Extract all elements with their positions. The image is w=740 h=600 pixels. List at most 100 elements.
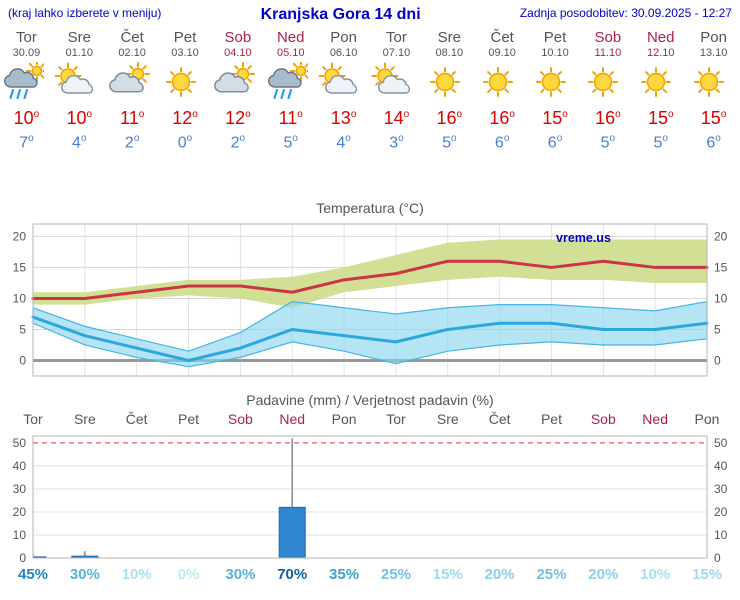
day-column[interactable]: Čet 02.10 11o 2o xyxy=(106,29,159,152)
weather-icon-sunny xyxy=(423,62,476,107)
precip-probability: 15% xyxy=(432,566,463,584)
day-date: 13.10 xyxy=(699,47,728,59)
y-tick-label: 40 xyxy=(13,459,27,473)
y-tick-label: 10 xyxy=(714,292,728,306)
y-tick-label: 40 xyxy=(714,459,728,473)
high-temp: 12o xyxy=(172,108,198,128)
day-column[interactable]: Pon 13.10 15o 6o xyxy=(687,29,740,152)
day-column[interactable]: Pon 06.10 13o 4o xyxy=(317,29,370,152)
day-date: 03.10 xyxy=(171,47,199,59)
weather-icon-sunny xyxy=(581,62,634,107)
max-temp-line xyxy=(31,260,709,301)
day-date: 10.10 xyxy=(541,47,569,59)
weather-icon-partly xyxy=(53,62,106,107)
precip-day-label: Pet xyxy=(540,411,562,428)
weather-icon-rain xyxy=(0,62,53,107)
menu-hint[interactable]: (kraj lahko izberete v meniju) xyxy=(8,6,162,20)
precip-chart-title: Padavine (mm) / Verjetnost padavin (%) xyxy=(246,392,494,409)
high-temp: 14o xyxy=(383,108,410,128)
precip-probability: 25% xyxy=(536,566,567,584)
low-temp: 5o xyxy=(653,133,668,152)
precip-day-label: Tor xyxy=(23,411,43,428)
weather-icon-partly xyxy=(317,62,370,107)
y-tick-label: 30 xyxy=(13,482,27,496)
precip-probability: 10% xyxy=(640,566,671,584)
day-column[interactable]: Pet 03.10 12o 0o xyxy=(159,29,212,152)
y-tick-label: 0 xyxy=(19,551,26,564)
day-column[interactable]: Sre 08.10 16o 5o xyxy=(423,29,476,152)
day-column[interactable]: Tor 07.10 14o 3o xyxy=(370,29,423,152)
y-tick-label: 10 xyxy=(13,528,27,542)
day-name: Ned xyxy=(276,29,305,46)
precip-day-label: Čet xyxy=(488,411,511,428)
day-date: 30.09 xyxy=(12,47,41,59)
day-column[interactable]: Čet 09.10 16o 6o xyxy=(476,29,529,152)
day-name: Pet xyxy=(543,29,567,46)
weather-icon-sunny xyxy=(529,62,582,107)
low-temp: 5o xyxy=(442,133,457,152)
day-name: Pon xyxy=(700,29,727,46)
day-date: 08.10 xyxy=(435,47,464,59)
day-column[interactable]: Sob 04.10 12o 2o xyxy=(211,29,264,152)
weather-icon-cloudy xyxy=(211,62,264,107)
low-temp: 2o xyxy=(124,133,140,152)
max-temp-range-band xyxy=(33,239,707,309)
precip-probability: 15% xyxy=(691,566,723,584)
y-tick-label: 15 xyxy=(714,261,728,275)
precip-probability: 30% xyxy=(225,566,256,584)
page-title: Kranjska Gora 14 dni xyxy=(260,6,421,23)
high-temp: 10o xyxy=(13,108,40,128)
high-temp: 15o xyxy=(700,108,727,128)
weather-icon-sunny xyxy=(634,62,687,107)
y-tick-label: 15 xyxy=(13,261,27,275)
y-tick-label: 20 xyxy=(714,230,728,244)
day-name: Pet xyxy=(173,29,197,46)
weather-icon-sunny xyxy=(476,62,529,107)
low-temp: 0o xyxy=(177,133,193,152)
day-date: 11.10 xyxy=(594,47,622,59)
weather-icon-sunny xyxy=(687,62,740,107)
y-tick-label: 0 xyxy=(19,354,26,368)
day-name: Čet xyxy=(490,29,514,46)
precip-probability: 45% xyxy=(17,566,49,584)
high-temp: 15o xyxy=(542,108,568,128)
y-tick-label: 20 xyxy=(13,230,27,244)
y-tick-label: 5 xyxy=(19,323,26,337)
day-column[interactable]: Sre 01.10 10o 4o xyxy=(53,29,106,152)
low-temp: 6o xyxy=(706,133,721,152)
day-column[interactable]: Ned 05.10 11o 5o xyxy=(264,29,317,152)
weather-icon-partly xyxy=(370,62,423,107)
precip-probability: 35% xyxy=(329,566,360,584)
precip-probability: 70% xyxy=(277,566,308,584)
high-temp: 12o xyxy=(225,108,251,128)
day-column[interactable]: Pet 10.10 15o 6o xyxy=(529,29,582,152)
last-updated: Zadnja posodobitev: 30.09.2025 - 12:27 xyxy=(519,6,732,20)
day-date: 07.10 xyxy=(382,47,411,59)
y-tick-label: 0 xyxy=(714,551,721,564)
day-date: 06.10 xyxy=(329,47,358,59)
temperature-section: Temperatura (°C) 0 0 5 5 10 10 15 15 20 20 vreme.u… xyxy=(0,200,740,384)
precip-day-label: Čet xyxy=(125,411,148,428)
precip-day-label: Ned xyxy=(279,411,306,428)
precip-probability: 0% xyxy=(177,566,200,584)
day-name: Sre xyxy=(67,29,91,46)
day-name: Ned xyxy=(646,29,675,46)
day-name: Sre xyxy=(437,29,461,46)
precip-probability: 10% xyxy=(121,566,152,584)
low-temp: 5o xyxy=(283,133,298,152)
y-tick-label: 20 xyxy=(13,505,27,519)
day-column[interactable]: Ned 12.10 15o 5o xyxy=(634,29,687,152)
day-date: 01.10 xyxy=(65,47,94,59)
day-name: Sob xyxy=(224,29,252,46)
low-temp: 4o xyxy=(72,133,87,152)
temperature-chart-title: Temperatura (°C) xyxy=(316,200,424,217)
day-name: Sob xyxy=(594,29,622,46)
low-temp: 5o xyxy=(600,133,616,152)
day-column[interactable]: Tor 30.09 10o 7o xyxy=(0,29,53,152)
day-column[interactable]: Sob 11.10 16o 5o xyxy=(581,29,634,152)
day-date: 04.10 xyxy=(224,47,252,59)
y-tick-label: 10 xyxy=(13,292,27,306)
precip-bar xyxy=(278,507,306,559)
precip-day-label: Sob xyxy=(590,411,616,428)
